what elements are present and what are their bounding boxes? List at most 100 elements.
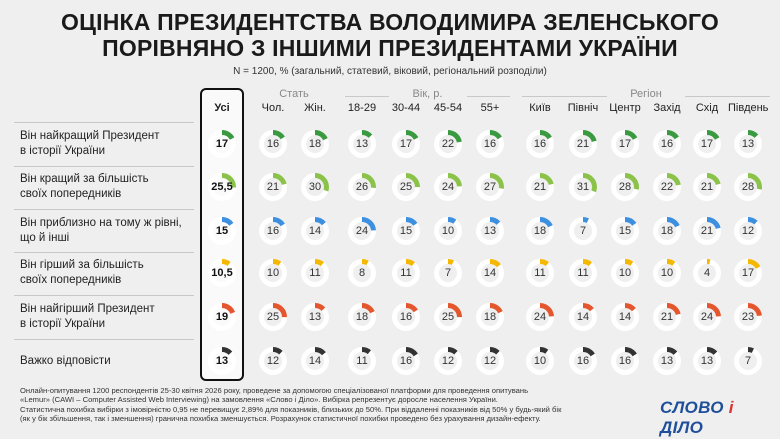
donut xyxy=(392,303,420,331)
donut-value: 13 xyxy=(215,355,229,367)
donut xyxy=(476,303,504,331)
donut-value: 13 xyxy=(355,138,369,150)
donut xyxy=(348,130,376,158)
donut xyxy=(301,173,329,201)
donut xyxy=(569,259,597,287)
donut-arc xyxy=(693,259,721,287)
donut-cell: 11 xyxy=(525,258,555,288)
column-header: 55+ xyxy=(480,102,500,114)
donut-value: 16 xyxy=(533,138,547,150)
donut-cell: 24 xyxy=(525,302,555,332)
donut-cell: 12 xyxy=(433,346,463,376)
donut-cell: 27 xyxy=(475,172,505,202)
donut-arc xyxy=(611,217,639,245)
donut-arc xyxy=(653,130,681,158)
donut xyxy=(392,130,420,158)
donut-value: 25 xyxy=(441,311,455,323)
donut xyxy=(569,303,597,331)
donut xyxy=(476,217,504,245)
donut-cell: 12 xyxy=(733,216,763,246)
donut-arc xyxy=(348,217,376,245)
donut-value: 16 xyxy=(399,311,413,323)
donut-cell: 16 xyxy=(652,129,682,159)
donut-arc xyxy=(434,303,462,331)
donut-arc xyxy=(301,173,329,201)
donut-value: 13 xyxy=(700,355,714,367)
donut-value: 19 xyxy=(215,311,229,323)
donut xyxy=(259,173,287,201)
donut xyxy=(734,259,762,287)
donut xyxy=(392,217,420,245)
donut-arc xyxy=(653,173,681,201)
row-label-line: Він приблизно на тому ж рівні, xyxy=(20,217,182,229)
donut xyxy=(526,217,554,245)
row-label-line: своїх попередників xyxy=(20,188,122,200)
donut-cell: 16 xyxy=(525,129,555,159)
donut-arc xyxy=(348,173,376,201)
donut-cell: 7 xyxy=(433,258,463,288)
donut-value: 12 xyxy=(741,225,755,237)
donut-value: 10 xyxy=(660,267,674,279)
donut-arc xyxy=(611,259,639,287)
donut-arc xyxy=(259,217,287,245)
donut-arc xyxy=(476,217,504,245)
donut-arc xyxy=(476,173,504,201)
donut-value: 18 xyxy=(660,225,674,237)
donut-arc xyxy=(301,347,329,375)
donut-value: 21 xyxy=(576,138,590,150)
row-divider xyxy=(14,339,194,340)
donut-arc xyxy=(476,259,504,287)
donut-cell: 21 xyxy=(568,129,598,159)
donut xyxy=(208,259,236,287)
donut xyxy=(693,259,721,287)
footnote-line: Статистична похибка вибірки з імовірніст… xyxy=(20,404,562,414)
donut-value: 18 xyxy=(533,225,547,237)
row-label-line: в історії України xyxy=(20,145,106,157)
donut-cell: 17 xyxy=(610,129,640,159)
donut-arc xyxy=(434,347,462,375)
donut xyxy=(208,173,236,201)
donut xyxy=(611,347,639,375)
donut-arc xyxy=(611,347,639,375)
row-divider xyxy=(14,166,194,167)
donut-cell: 14 xyxy=(300,216,330,246)
donut-cell: 21 xyxy=(692,172,722,202)
group-divider xyxy=(685,96,770,97)
subtitle: N = 1200, % (загальний, статевий, вікови… xyxy=(233,66,547,77)
donut-value: 21 xyxy=(533,181,547,193)
donut-value: 30 xyxy=(308,181,322,193)
donut xyxy=(693,303,721,331)
donut-cell: 13 xyxy=(475,216,505,246)
donut-arc xyxy=(208,130,236,158)
donut-arc xyxy=(569,217,597,245)
donut xyxy=(611,303,639,331)
donut-cell: 4 xyxy=(692,258,722,288)
donut-cell: 22 xyxy=(433,129,463,159)
donut-arc xyxy=(259,130,287,158)
donut xyxy=(434,259,462,287)
donut xyxy=(301,259,329,287)
donut-value: 26 xyxy=(355,181,369,193)
donut-cell: 10 xyxy=(652,258,682,288)
donut-value: 24 xyxy=(355,225,369,237)
donut-cell: 31 xyxy=(568,172,598,202)
donut-value: 13 xyxy=(483,225,497,237)
donut-value: 16 xyxy=(483,138,497,150)
donut-cell: 7 xyxy=(568,216,598,246)
donut-value: 16 xyxy=(618,355,632,367)
donut-cell: 18 xyxy=(300,129,330,159)
donut-cell: 7 xyxy=(733,346,763,376)
donut-arc xyxy=(734,130,762,158)
donut-cell: 30 xyxy=(300,172,330,202)
donut-cell: 17 xyxy=(391,129,421,159)
group-header: Вік, р. xyxy=(412,88,443,100)
column-header: Київ xyxy=(529,102,551,114)
donut-value: 16 xyxy=(660,138,674,150)
donut xyxy=(569,347,597,375)
donut-value: 7 xyxy=(744,355,752,367)
donut xyxy=(526,130,554,158)
donut-arc xyxy=(208,259,236,287)
donut-cell: 17 xyxy=(692,129,722,159)
row-divider xyxy=(14,252,194,253)
donut-arc xyxy=(434,173,462,201)
